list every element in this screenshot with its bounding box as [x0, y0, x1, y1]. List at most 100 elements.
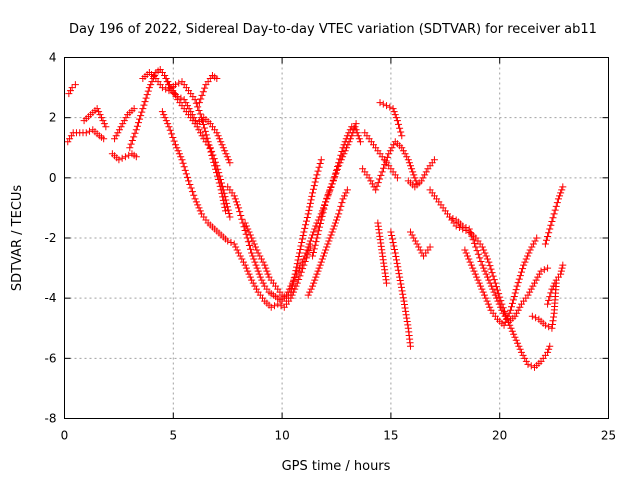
data-point	[255, 270, 263, 278]
data-point	[277, 302, 285, 310]
data-point	[313, 234, 321, 242]
data-point	[498, 306, 506, 314]
data-point	[136, 115, 144, 123]
data-point	[517, 268, 525, 276]
data-point	[210, 158, 218, 166]
data-point	[298, 235, 306, 243]
data-point	[473, 247, 481, 255]
data-point	[520, 261, 528, 269]
data-point	[130, 105, 138, 113]
data-point	[253, 264, 261, 272]
data-point	[504, 312, 512, 320]
data-point	[197, 95, 205, 103]
data-point	[249, 279, 257, 287]
data-point	[315, 163, 323, 171]
data-point	[331, 219, 339, 227]
data-point	[329, 176, 337, 184]
data-point	[516, 345, 524, 353]
data-point	[67, 132, 75, 140]
series-track-u	[406, 228, 434, 260]
data-point	[244, 238, 252, 246]
data-point	[316, 160, 324, 168]
data-point	[329, 225, 337, 233]
data-point	[514, 339, 522, 347]
data-point	[473, 273, 481, 281]
data-point	[112, 132, 120, 140]
data-point	[547, 289, 555, 297]
data-point	[227, 239, 235, 247]
data-point	[248, 234, 256, 242]
data-point	[235, 249, 243, 257]
data-point	[315, 227, 323, 235]
data-point	[490, 276, 498, 284]
data-point	[287, 288, 295, 296]
data-point	[241, 219, 249, 227]
data-point	[497, 303, 505, 311]
data-point	[306, 288, 314, 296]
data-point	[482, 252, 490, 260]
data-point	[408, 231, 416, 239]
data-point	[319, 252, 327, 260]
data-point	[185, 105, 193, 113]
data-point	[293, 263, 301, 271]
data-point	[263, 267, 271, 275]
data-point	[214, 176, 222, 184]
data-point	[274, 300, 282, 308]
data-point	[209, 155, 217, 163]
data-point	[245, 242, 253, 250]
data-point	[459, 222, 467, 230]
data-point	[495, 290, 503, 298]
chart-title: Day 196 of 2022, Sidereal Day-to-day VTE…	[69, 22, 597, 37]
data-point	[195, 106, 203, 114]
data-point	[182, 170, 190, 178]
data-point	[235, 204, 243, 212]
data-point	[515, 342, 523, 350]
data-point	[340, 192, 348, 200]
data-point	[186, 180, 194, 188]
data-point	[489, 272, 497, 280]
series-track-o	[359, 138, 421, 194]
data-point	[231, 195, 239, 203]
data-point	[495, 300, 503, 308]
data-point	[416, 246, 424, 254]
data-point	[484, 300, 492, 308]
data-point	[66, 135, 74, 143]
series-track-b	[65, 81, 79, 98]
data-point	[481, 267, 489, 275]
data-point	[398, 144, 406, 152]
data-point	[544, 348, 552, 356]
data-point	[200, 124, 208, 132]
data-point	[529, 282, 537, 290]
data-point	[288, 285, 296, 293]
data-point	[161, 114, 169, 122]
data-point	[295, 253, 303, 261]
data-point	[198, 132, 206, 140]
data-point	[250, 255, 258, 263]
data-point	[242, 264, 250, 272]
data-point	[293, 260, 301, 268]
data-point	[396, 273, 404, 281]
y-tick-label: 2	[49, 111, 57, 125]
data-point	[310, 228, 318, 236]
data-point	[430, 156, 438, 164]
data-point	[481, 249, 489, 257]
data-point	[313, 219, 321, 227]
data-point	[211, 162, 219, 170]
data-point	[218, 141, 226, 149]
data-point	[399, 290, 407, 298]
data-point	[316, 223, 324, 231]
data-point	[179, 159, 187, 167]
data-point	[512, 286, 520, 294]
data-point	[219, 196, 227, 204]
data-point	[148, 78, 156, 86]
data-point	[486, 262, 494, 270]
data-point	[515, 275, 523, 283]
data-point	[306, 199, 314, 207]
data-point	[160, 111, 168, 119]
data-point	[168, 130, 176, 138]
data-point	[127, 140, 135, 148]
data-point	[548, 217, 556, 225]
data-point	[262, 264, 270, 272]
data-point	[197, 129, 204, 137]
